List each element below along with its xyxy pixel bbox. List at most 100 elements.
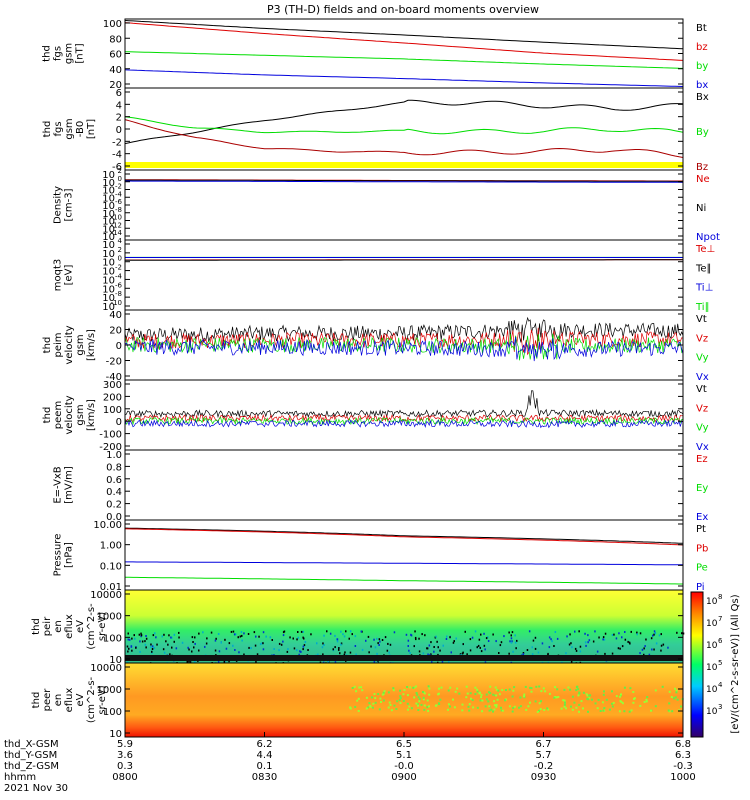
spec-pixel — [569, 688, 572, 691]
ytick-label: 10 — [102, 240, 115, 251]
spec-pixel — [439, 698, 442, 701]
plot-title: P3 (TH-D) fields and on-board moments ov… — [267, 3, 539, 16]
spec-pixel — [681, 632, 683, 635]
spec-pixel — [292, 637, 294, 640]
spec-pixel — [376, 652, 378, 655]
spec-pixel — [237, 636, 239, 639]
series-bz — [124, 119, 684, 158]
spec-pixel — [395, 708, 398, 710]
ytick-label: 0.4 — [106, 487, 122, 498]
spec-pixel — [420, 703, 423, 706]
spec-pixel — [194, 660, 196, 663]
spec-pixel — [351, 633, 353, 636]
spec-pixel — [628, 710, 631, 713]
ytick-label: 100 — [103, 633, 122, 644]
spec-pixel — [470, 697, 472, 700]
spec-pixel — [225, 647, 228, 650]
spec-pixel — [660, 649, 662, 652]
spec-pixel — [373, 638, 375, 641]
legend-pt: Pt — [696, 524, 706, 535]
spec-pixel — [204, 645, 206, 648]
spec-pixel — [556, 688, 559, 691]
spec-pixel — [619, 647, 621, 650]
spec-pixel — [479, 646, 481, 649]
ytick-label: 300 — [103, 380, 122, 391]
panel-8: 10.00 1.00 0.10 0.01 Pressure [nPa] Pt Pb Pe Pi — [53, 519, 708, 593]
spec-pixel — [368, 702, 371, 705]
spec-pixel — [632, 701, 635, 704]
legend-vt: Vt — [696, 314, 707, 325]
spec-pixel — [361, 689, 364, 692]
spec-pixel — [514, 641, 517, 644]
spec-pixel — [340, 643, 342, 646]
spec-pixel — [560, 707, 563, 710]
spec-pixel — [653, 633, 655, 636]
spec-pixel — [674, 696, 677, 699]
spec-pixel — [407, 645, 409, 647]
spec-pixel — [621, 636, 623, 639]
spec-pixel — [327, 660, 330, 663]
ytick-label: 10.00 — [93, 520, 122, 531]
ylabel: peim — [53, 332, 64, 357]
spec-pixel — [358, 686, 361, 689]
spec-pixel — [413, 645, 415, 648]
spec-pixel — [300, 630, 303, 633]
xtick-label: 5.1 — [396, 750, 412, 761]
spec-pixel — [322, 653, 324, 656]
spec-pixel — [234, 649, 236, 651]
spec-pixel — [433, 646, 435, 648]
spec-pixel — [390, 709, 393, 712]
spec-pixel — [418, 700, 421, 703]
ytick-label: 10 — [102, 178, 115, 189]
spec-pixel — [565, 652, 567, 655]
ytick-label: 1.0 — [106, 450, 122, 461]
spec-pixel — [381, 639, 384, 641]
spec-pixel — [469, 692, 472, 695]
series-pi — [125, 561, 683, 566]
spec-pixel — [173, 640, 175, 643]
spec-pixel — [151, 648, 154, 650]
spec-pixel — [139, 640, 141, 643]
spec-pixel — [389, 704, 392, 706]
ytick-exponent: -4 — [115, 190, 123, 198]
ytick-label: 10 — [102, 284, 115, 295]
spec-pixel — [392, 689, 395, 692]
colorbar-tick-exp: 6 — [718, 637, 723, 645]
spec-pixel — [332, 648, 334, 651]
colorbar-label: [eV/(cm^2-s-sr-eV)] (All Qs) — [730, 594, 741, 733]
spec-pixel — [254, 644, 257, 647]
spec-pixel — [582, 707, 584, 710]
spec-pixel — [537, 651, 540, 654]
ytick-label: 0.10 — [100, 561, 122, 572]
spec-pixel — [624, 631, 626, 633]
spec-pixel — [415, 638, 417, 641]
xaxis-row-label: thd_Z-GSM — [4, 761, 59, 772]
spec-pixel — [508, 652, 510, 655]
ytick-label: 20 — [109, 80, 122, 91]
spec-pixel — [323, 634, 325, 637]
spec-pixel — [488, 705, 491, 708]
ylabel: peer — [42, 688, 53, 712]
spec-pixel — [248, 646, 250, 649]
spec-pixel — [518, 706, 520, 709]
spec-pixel — [371, 696, 373, 699]
spec-pixel — [349, 651, 352, 654]
spec-pixel — [471, 636, 474, 639]
spec-pixel — [371, 706, 374, 709]
spec-pixel — [492, 633, 494, 636]
spec-pixel — [374, 697, 377, 700]
spec-pixel — [437, 646, 439, 649]
ytick-exponent: -10 — [111, 214, 122, 222]
spec-pixel — [650, 709, 652, 712]
spec-pixel — [282, 634, 285, 637]
spec-pixel — [508, 631, 510, 634]
spec-pixel — [343, 635, 346, 638]
spec-pixel — [620, 693, 622, 696]
series-ni — [125, 179, 683, 182]
ytick-exponent: 2 — [118, 246, 122, 254]
spec-pixel — [602, 709, 605, 712]
spec-pixel — [437, 692, 440, 695]
spec-pixel — [322, 642, 324, 645]
spec-pixel — [465, 696, 468, 699]
spec-pixel — [643, 647, 645, 650]
